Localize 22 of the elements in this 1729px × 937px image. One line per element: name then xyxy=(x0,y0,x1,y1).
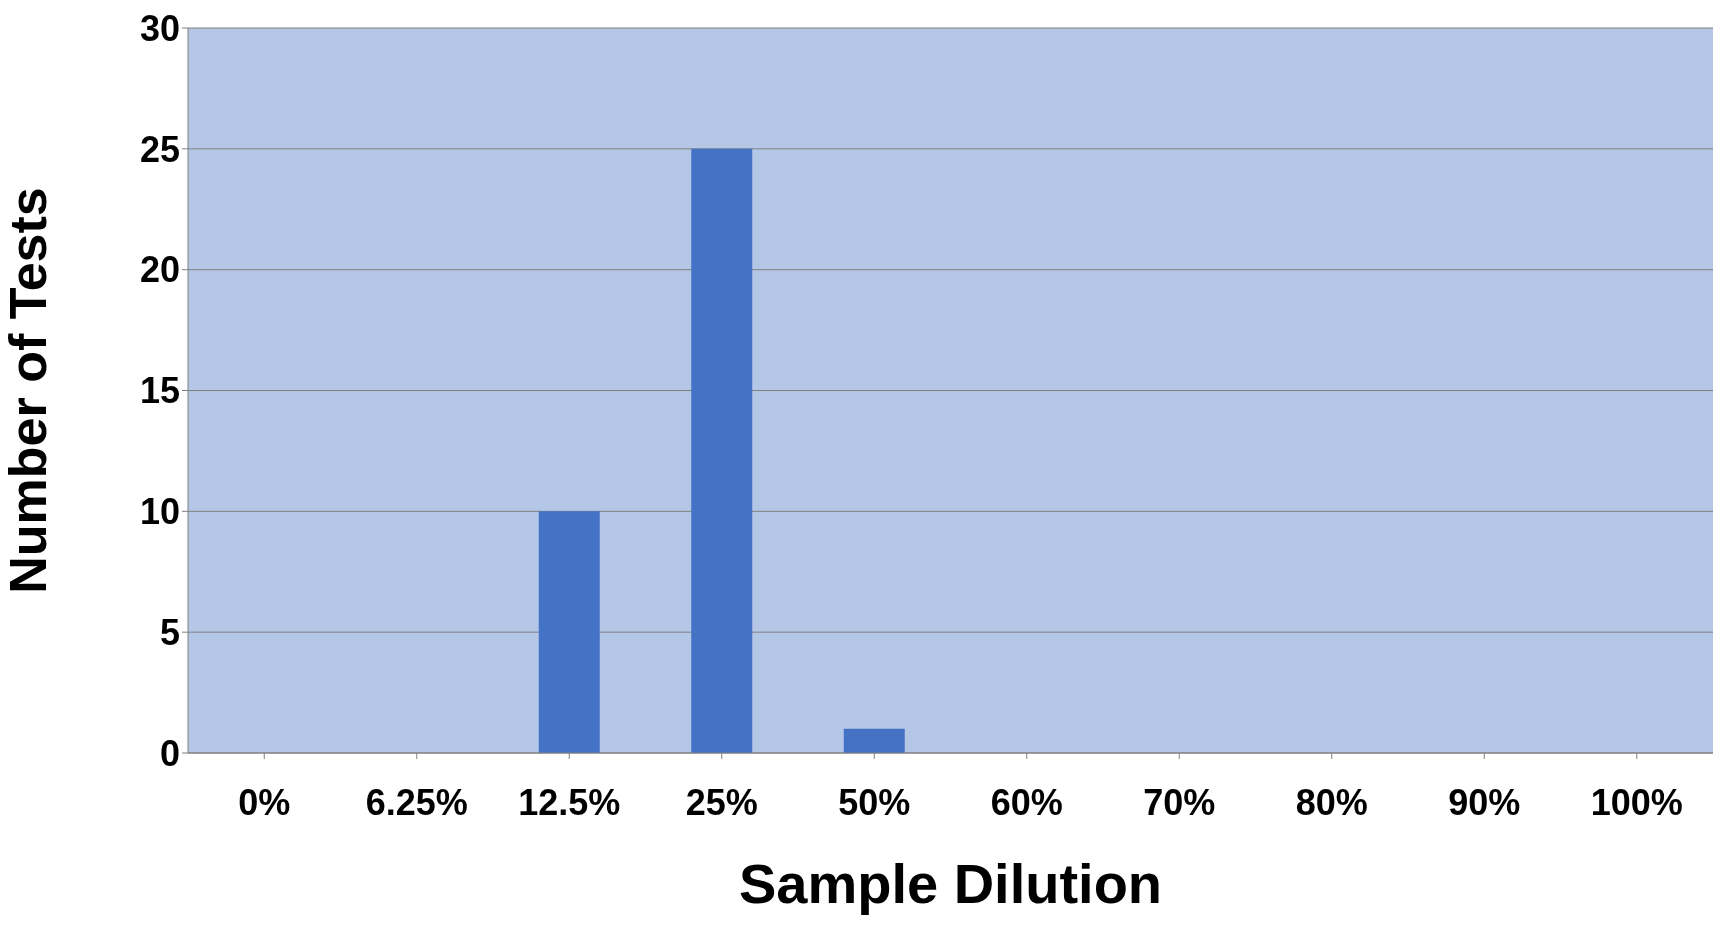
x-tick-label: 12.5% xyxy=(518,781,621,823)
y-axis-title: Number of Tests xyxy=(0,187,58,594)
y-tick-label: 30 xyxy=(139,7,180,49)
x-tick-label: 70% xyxy=(1143,781,1216,823)
y-tick-label: 10 xyxy=(139,491,180,533)
x-tick-label: 100% xyxy=(1590,781,1683,823)
x-tick-label: 6.25% xyxy=(365,781,468,823)
y-tick-label: 0 xyxy=(159,732,180,774)
bar xyxy=(538,511,600,753)
y-tick-label: 5 xyxy=(159,611,180,653)
x-tick-label: 50% xyxy=(838,781,911,823)
x-tick-label: 60% xyxy=(990,781,1063,823)
x-tick-label: 0% xyxy=(238,781,291,823)
bar xyxy=(691,148,753,753)
y-tick-label: 20 xyxy=(139,249,180,291)
y-tick-label: 15 xyxy=(139,370,180,412)
y-tick-label: 25 xyxy=(139,128,180,170)
x-axis-title: Sample Dilution xyxy=(738,852,1163,915)
x-tick-label: 90% xyxy=(1448,781,1521,823)
bar xyxy=(843,728,905,753)
x-tick-label: 25% xyxy=(685,781,758,823)
x-tick-label: 80% xyxy=(1295,781,1368,823)
